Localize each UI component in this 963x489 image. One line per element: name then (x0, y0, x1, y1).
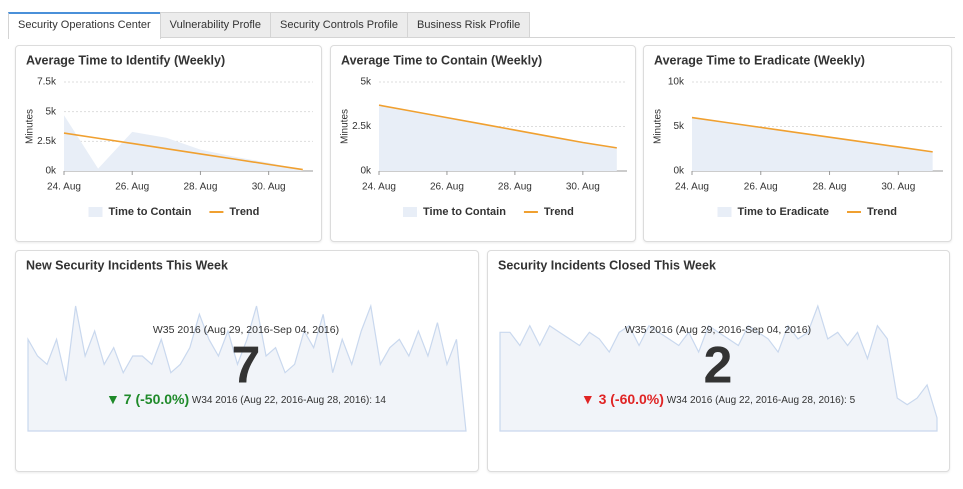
trend-line (691, 116, 933, 153)
x-tick-label: 28. Aug (498, 182, 532, 193)
chart: Average Time to Identify (Weekly) Minutes… (25, 53, 313, 218)
x-tick-label: 26. Aug (744, 182, 778, 193)
chart: New Security Incidents This Week W35 2016… (26, 258, 467, 432)
tab[interactable]: Business Risk Profile (406, 12, 531, 37)
kpi-value: 2 (704, 337, 733, 395)
y-tick-label: 7.5k (37, 77, 57, 88)
panel: Average Time to Contain (Weekly) Minutes 0… (330, 45, 636, 242)
tab[interactable]: Security Controls Profile (269, 12, 408, 37)
legend-swatch (403, 207, 417, 217)
y-axis-label: Minutes (340, 109, 351, 144)
tab[interactable]: Vulnerability Profle (159, 12, 271, 37)
chart: Average Time to Eradicate (Weekly) Minute… (653, 53, 943, 218)
trend-line (63, 132, 303, 171)
y-axis-label: Minutes (653, 109, 664, 144)
panel: Average Time to Identify (Weekly) Minutes… (15, 45, 322, 242)
y-tick-label: 5k (673, 121, 685, 132)
x-tick-label: 26. Aug (430, 182, 464, 193)
change-arrow: ▼ (106, 391, 124, 407)
legend-label: Trend (544, 206, 574, 218)
change-line: ▼ 7 (-50.0%) W34 2016 (Aug 22, 2016-Aug … (106, 391, 386, 407)
area (379, 105, 617, 171)
x-tick-label: 30. Aug (881, 182, 915, 193)
chart-title: Average Time to Eradicate (Weekly) (654, 53, 865, 67)
sparkline-area (27, 303, 467, 432)
x-tick-label: 26. Aug (115, 182, 149, 193)
change-line: ▼ 3 (-60.0%) W34 2016 (Aug 22, 2016-Aug … (581, 391, 856, 407)
legend-swatch (88, 207, 103, 217)
y-tick-label: 5k (360, 77, 372, 88)
comparison: W34 2016 (Aug 22, 2016-Aug 28, 2016): 14 (192, 395, 386, 406)
change: 3 (-60.0%) (599, 391, 664, 407)
y-tick-label: 0k (45, 166, 57, 177)
legend-label: Time to Eradicate (738, 206, 830, 218)
y-tick-label: 2.5k (352, 121, 372, 132)
change-arrow: ▼ (581, 391, 599, 407)
period: W35 2016 (Aug 29, 2016-Sep 04, 2016) (153, 324, 339, 336)
area (692, 117, 933, 171)
legend-swatch (717, 207, 732, 217)
y-tick-label: 2.5k (37, 136, 57, 147)
area (64, 115, 303, 171)
y-tick-label: 10k (668, 77, 685, 88)
y-axis-label: Minutes (25, 109, 36, 144)
tab-bar: Security Operations Center Vulnerability… (8, 12, 955, 39)
panel: Security Incidents Closed This Week W35 2… (487, 250, 950, 472)
x-tick-label: 24. Aug (47, 182, 81, 193)
y-tick-label: 0k (673, 166, 685, 177)
x-tick-label: 28. Aug (813, 182, 847, 193)
panel-title: Security Incidents Closed This Week (498, 258, 716, 272)
chart: Average Time to Contain (Weekly) Minutes 0… (340, 53, 627, 218)
legend-label: Trend (229, 206, 259, 218)
chart: Security Incidents Closed This Week W35 2… (498, 258, 938, 432)
panel-title: New Security Incidents This Week (26, 258, 228, 272)
y-tick-label: 0k (360, 166, 372, 177)
legend-label: Time to Contain (109, 206, 192, 218)
y-tick-label: 5k (45, 106, 57, 117)
trend-line (378, 104, 617, 149)
chart-title: Average Time to Contain (Weekly) (341, 53, 542, 67)
kpi-value: 7 (232, 337, 261, 395)
x-tick-label: 24. Aug (362, 182, 396, 193)
legend-label: Trend (867, 206, 897, 218)
change: 7 (-50.0%) (124, 391, 189, 407)
x-tick-label: 24. Aug (675, 182, 709, 193)
x-tick-label: 28. Aug (183, 182, 217, 193)
x-tick-label: 30. Aug (252, 182, 286, 193)
panel: New Security Incidents This Week W35 2016… (15, 250, 479, 472)
period: W35 2016 (Aug 29, 2016-Sep 04, 2016) (625, 324, 811, 336)
sparkline-area (499, 304, 938, 432)
x-tick-label: 30. Aug (566, 182, 600, 193)
panel: Average Time to Eradicate (Weekly) Minute… (643, 45, 952, 242)
comparison: W34 2016 (Aug 22, 2016-Aug 28, 2016): 5 (667, 395, 856, 406)
tab[interactable]: Security Operations Center (8, 12, 161, 39)
legend-label: Time to Contain (423, 206, 506, 218)
chart-title: Average Time to Identify (Weekly) (26, 53, 225, 67)
